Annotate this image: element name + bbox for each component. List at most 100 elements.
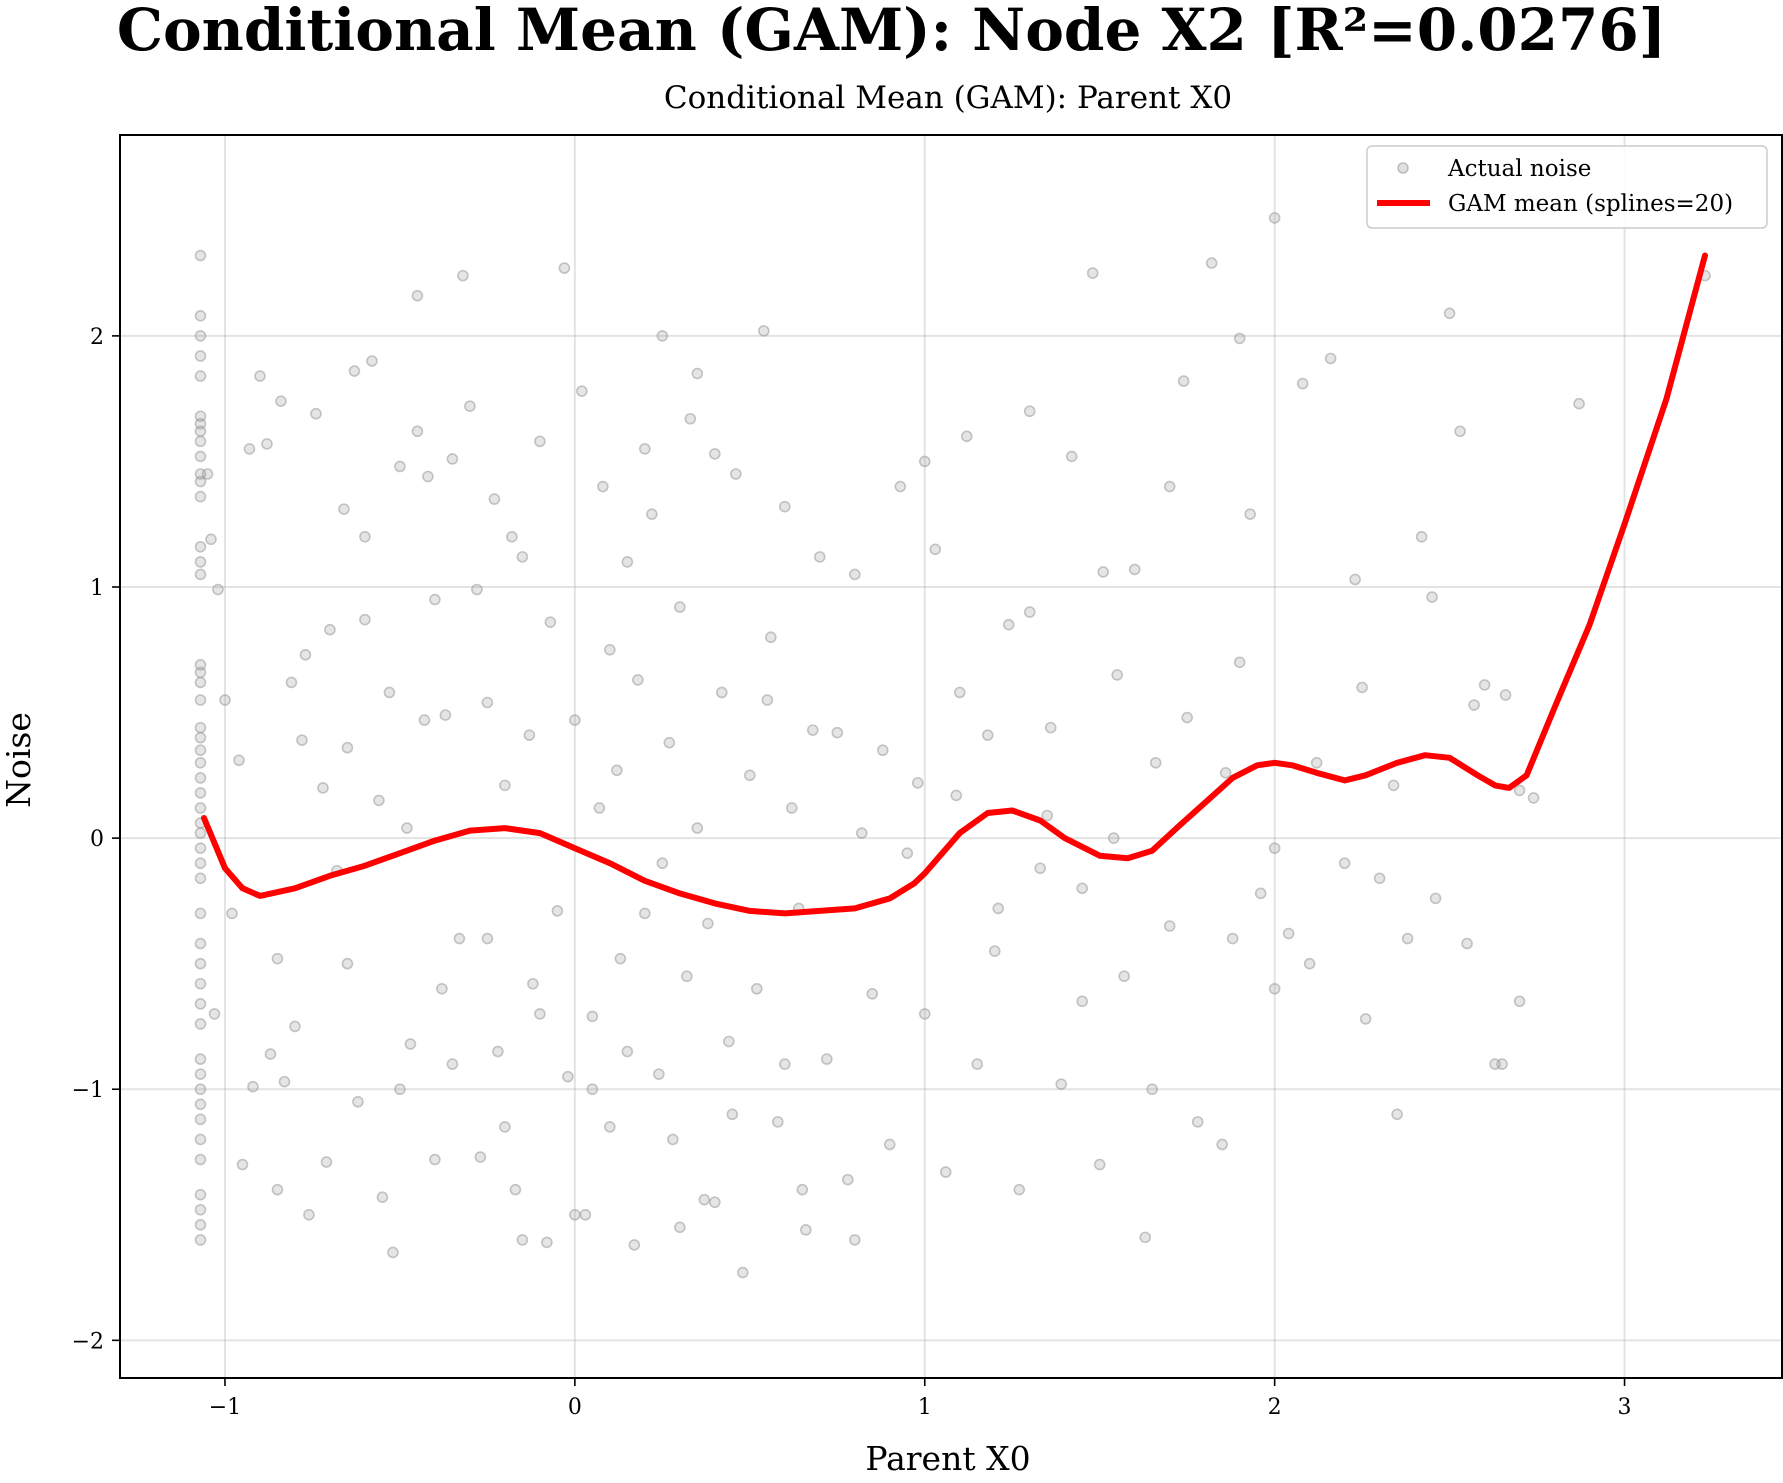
scatter-point [194,802,207,814]
scatter-point [194,330,207,342]
scatter-point [1513,784,1526,797]
scatter-point [411,425,424,438]
scatter-point [1513,995,1526,1008]
scatter-point [702,917,714,930]
scatter-point [205,533,217,546]
scatter-point [1429,892,1442,905]
scatter-point [348,365,361,377]
scatter-point [667,1133,679,1146]
scatter-point [765,631,777,644]
scatter-point [194,450,207,463]
scatter-point [194,1098,207,1111]
scatter-point [918,1008,931,1020]
scatter-point [778,1058,791,1070]
scatter-point [831,726,844,739]
axes-title: Conditional Mean (GAM): Parent X0 [664,80,1232,116]
scatter-point [1226,932,1239,945]
scatter-point [1527,792,1540,804]
scatter-point [289,1020,301,1033]
scatter-point [194,787,207,799]
scatter-point [446,1058,459,1070]
scatter-point [1086,267,1099,279]
scatter-point [684,412,697,425]
scatter-point [1146,1083,1158,1096]
scatter-point [1034,862,1047,875]
y-tick-label: 2 [90,325,104,350]
scatter-point [988,945,1001,957]
scatter-point [929,543,942,556]
figure-suptitle: Conditional Mean (GAM): Node X2 [R²=0.02… [116,0,1667,64]
scatter-point [1296,377,1309,390]
scatter-point [394,1083,406,1096]
plot-frame [119,134,1783,1379]
scatter-point [271,1183,284,1196]
scatter-point [1391,1108,1403,1121]
scatter-point [243,443,256,455]
scatter-point [404,1038,417,1050]
scatter-point [1233,332,1246,345]
scatter-point [1097,566,1110,578]
scatter-point [911,777,924,789]
scatter-point [1426,591,1438,603]
y-tick-label: 1 [90,576,104,601]
scatter-point [261,438,273,450]
legend-label-actual-noise: Actual noise [1447,156,1591,182]
scatter-point [457,269,469,282]
scatter-point [681,970,693,983]
scatter-point [278,1075,291,1088]
scatter-point [373,794,385,807]
scatter-point [586,1083,599,1096]
scatter-point [194,756,207,769]
scatter-point [813,551,826,563]
scatter-point [194,1234,207,1246]
scatter-point [981,729,994,741]
scatter-point [271,952,284,965]
x-tick-label: −1 [209,1395,241,1420]
scatter-point [208,1008,221,1020]
legend-box [1366,145,1768,229]
scatter-point [1065,450,1078,463]
scatter-point [219,694,231,706]
scatter-point [516,1234,529,1246]
scatter-point [506,530,518,543]
scatter-point [611,764,623,777]
scatter-point [674,1221,686,1234]
scatter-point [1041,809,1054,822]
scatter-point [439,709,452,721]
scatter-point [194,676,207,689]
scatter-point [1401,932,1414,945]
scatter-point [1254,887,1267,900]
scatter-point [492,1045,504,1058]
scatter-point [387,1246,399,1259]
x-axis-label: Parent X0 [865,1439,1030,1478]
y-tick-label: 0 [90,827,104,852]
scatter-point [194,556,207,568]
scatter-point [194,907,207,920]
scatter-point [194,1203,207,1216]
scatter-point [194,731,207,744]
scatter-point [516,551,529,563]
scatter-point [1338,857,1351,870]
scatter-point [226,907,238,920]
scatter-point [1139,1231,1151,1244]
scatter-point [303,1208,315,1221]
axis-ticks: −1 0 1 2 3 −2 −1 0 1 2 [72,325,1632,1420]
scatter-point [527,977,539,990]
scatter-point [597,480,609,493]
scatter-point [338,503,350,515]
scatter-point [254,370,266,382]
scatter-point [894,480,907,493]
scatter-point [586,1010,599,1023]
scatter-point [509,1183,522,1196]
y-axis-label: Noise [0,712,38,808]
scatter-point [247,1080,259,1093]
scatter-point [194,937,207,950]
scatter-point [1282,927,1295,940]
scatter-point [1219,767,1232,779]
scatter-point [569,1208,581,1221]
scatter-point [1111,669,1123,681]
scatter-point [579,1208,592,1221]
scatter-point [201,468,214,480]
scatter-point [233,754,245,767]
scatter-point [716,686,728,699]
